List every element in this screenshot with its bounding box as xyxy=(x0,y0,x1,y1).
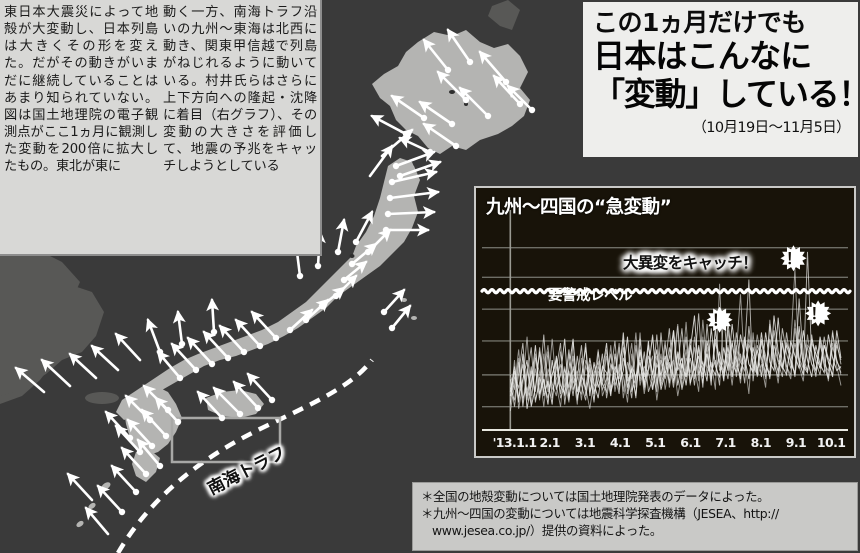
svg-text:！: ！ xyxy=(811,304,826,322)
article-paragraph: 東日本大震災によって地殻が大変動し、日本列島は大きくその形を変えた。だがその動き… xyxy=(4,5,158,175)
region-highlight-box xyxy=(170,416,282,464)
alert-starburst: ！ xyxy=(805,300,832,327)
x-axis-tick-label: '13.1.1 xyxy=(492,435,538,450)
x-axis-tick-label: 10.1 xyxy=(816,435,846,450)
korea-landmass xyxy=(0,254,104,396)
headline-block: この1ヵ月だけでも 日本はこんなに 「変動」している！ （10月19日〜11月5… xyxy=(583,2,860,157)
headline-line-2: 日本はこんなに xyxy=(593,37,812,75)
small-island-west xyxy=(85,392,119,404)
nankai-trough-line xyxy=(116,358,374,553)
warning-level-line xyxy=(480,287,852,295)
chart-series-line xyxy=(509,294,842,403)
chart-x-axis-labels: '13.1.1 2.1 3.1 4.1 5.1 6.1 7.1 8.1 9.1 10.1 xyxy=(476,435,854,453)
article-text-block: 東日本大震災によって地殻が大変動し、日本列島は大きくその形を変えた。だがその動き… xyxy=(0,0,322,256)
headline-date-range: （10月19日〜11月5日） xyxy=(692,119,850,136)
svg-text:！: ！ xyxy=(712,311,727,329)
x-axis-tick-label: 7.1 xyxy=(715,435,736,450)
sakhalin-landmass xyxy=(488,0,520,30)
x-axis-tick-label: 9.1 xyxy=(785,435,807,450)
footnote-block: ＊全国の地殻変動については国土地理院発表のデータによった。 ＊九州〜四国の変動に… xyxy=(412,482,858,551)
footnote-line-2: ＊九州〜四国の変動については地震科学探査機構（JESEA、http:// xyxy=(421,505,779,521)
headline-line-3: 「変動」している！ xyxy=(593,75,860,114)
footnote-line-1: ＊全国の地殻変動については国土地理院発表のデータによった。 xyxy=(421,489,770,504)
article-column-2: 動く一方、南海トラフ沿いの九州〜東海は北西に動き、関東甲信越で列島がねじれるよう… xyxy=(163,4,317,251)
chart-title: 九州〜四国の“急変動” xyxy=(486,197,672,218)
x-axis-tick-label: 2.1 xyxy=(539,435,561,450)
article-paragraph: 動く一方、南海トラフ沿いの九州〜東海は北西に動き、関東甲信越で列島がねじれるよう… xyxy=(163,5,317,175)
observation-point-dots xyxy=(118,58,536,516)
x-axis-tick-label: 3.1 xyxy=(574,435,596,450)
chart-plot-svg: ！ ！ ！ xyxy=(480,210,852,431)
svg-text:！: ！ xyxy=(786,249,801,267)
chart-panel: 九州〜四国の“急変動” ！ ！ ！ 要警戒レベル 大異変をキャッチ！ '13.1.1… xyxy=(474,186,856,458)
catch-callout-label: 大異変をキャッチ！ xyxy=(623,254,758,272)
alert-starburst: ！ xyxy=(706,306,733,333)
footnote-line-3: www.jesea.co.jp/）提供の資料によった。 xyxy=(432,522,662,538)
x-axis-tick-label: 4.1 xyxy=(609,435,631,450)
headline-line-1: この1ヵ月だけでも xyxy=(593,8,806,37)
honshu-north-landmass xyxy=(350,158,418,270)
x-axis-tick-label: 6.1 xyxy=(680,435,701,450)
x-axis-tick-label: 8.1 xyxy=(750,435,772,450)
alert-starburst: ！ xyxy=(780,245,807,272)
article-column-1: 東日本大震災によって地殻が大変動し、日本列島は大きくその形を変えた。だがその動き… xyxy=(4,4,158,251)
warning-level-label: 要警戒レベル xyxy=(548,288,633,304)
chart-series-line xyxy=(509,328,842,403)
x-axis-tick-label: 5.1 xyxy=(645,435,666,450)
